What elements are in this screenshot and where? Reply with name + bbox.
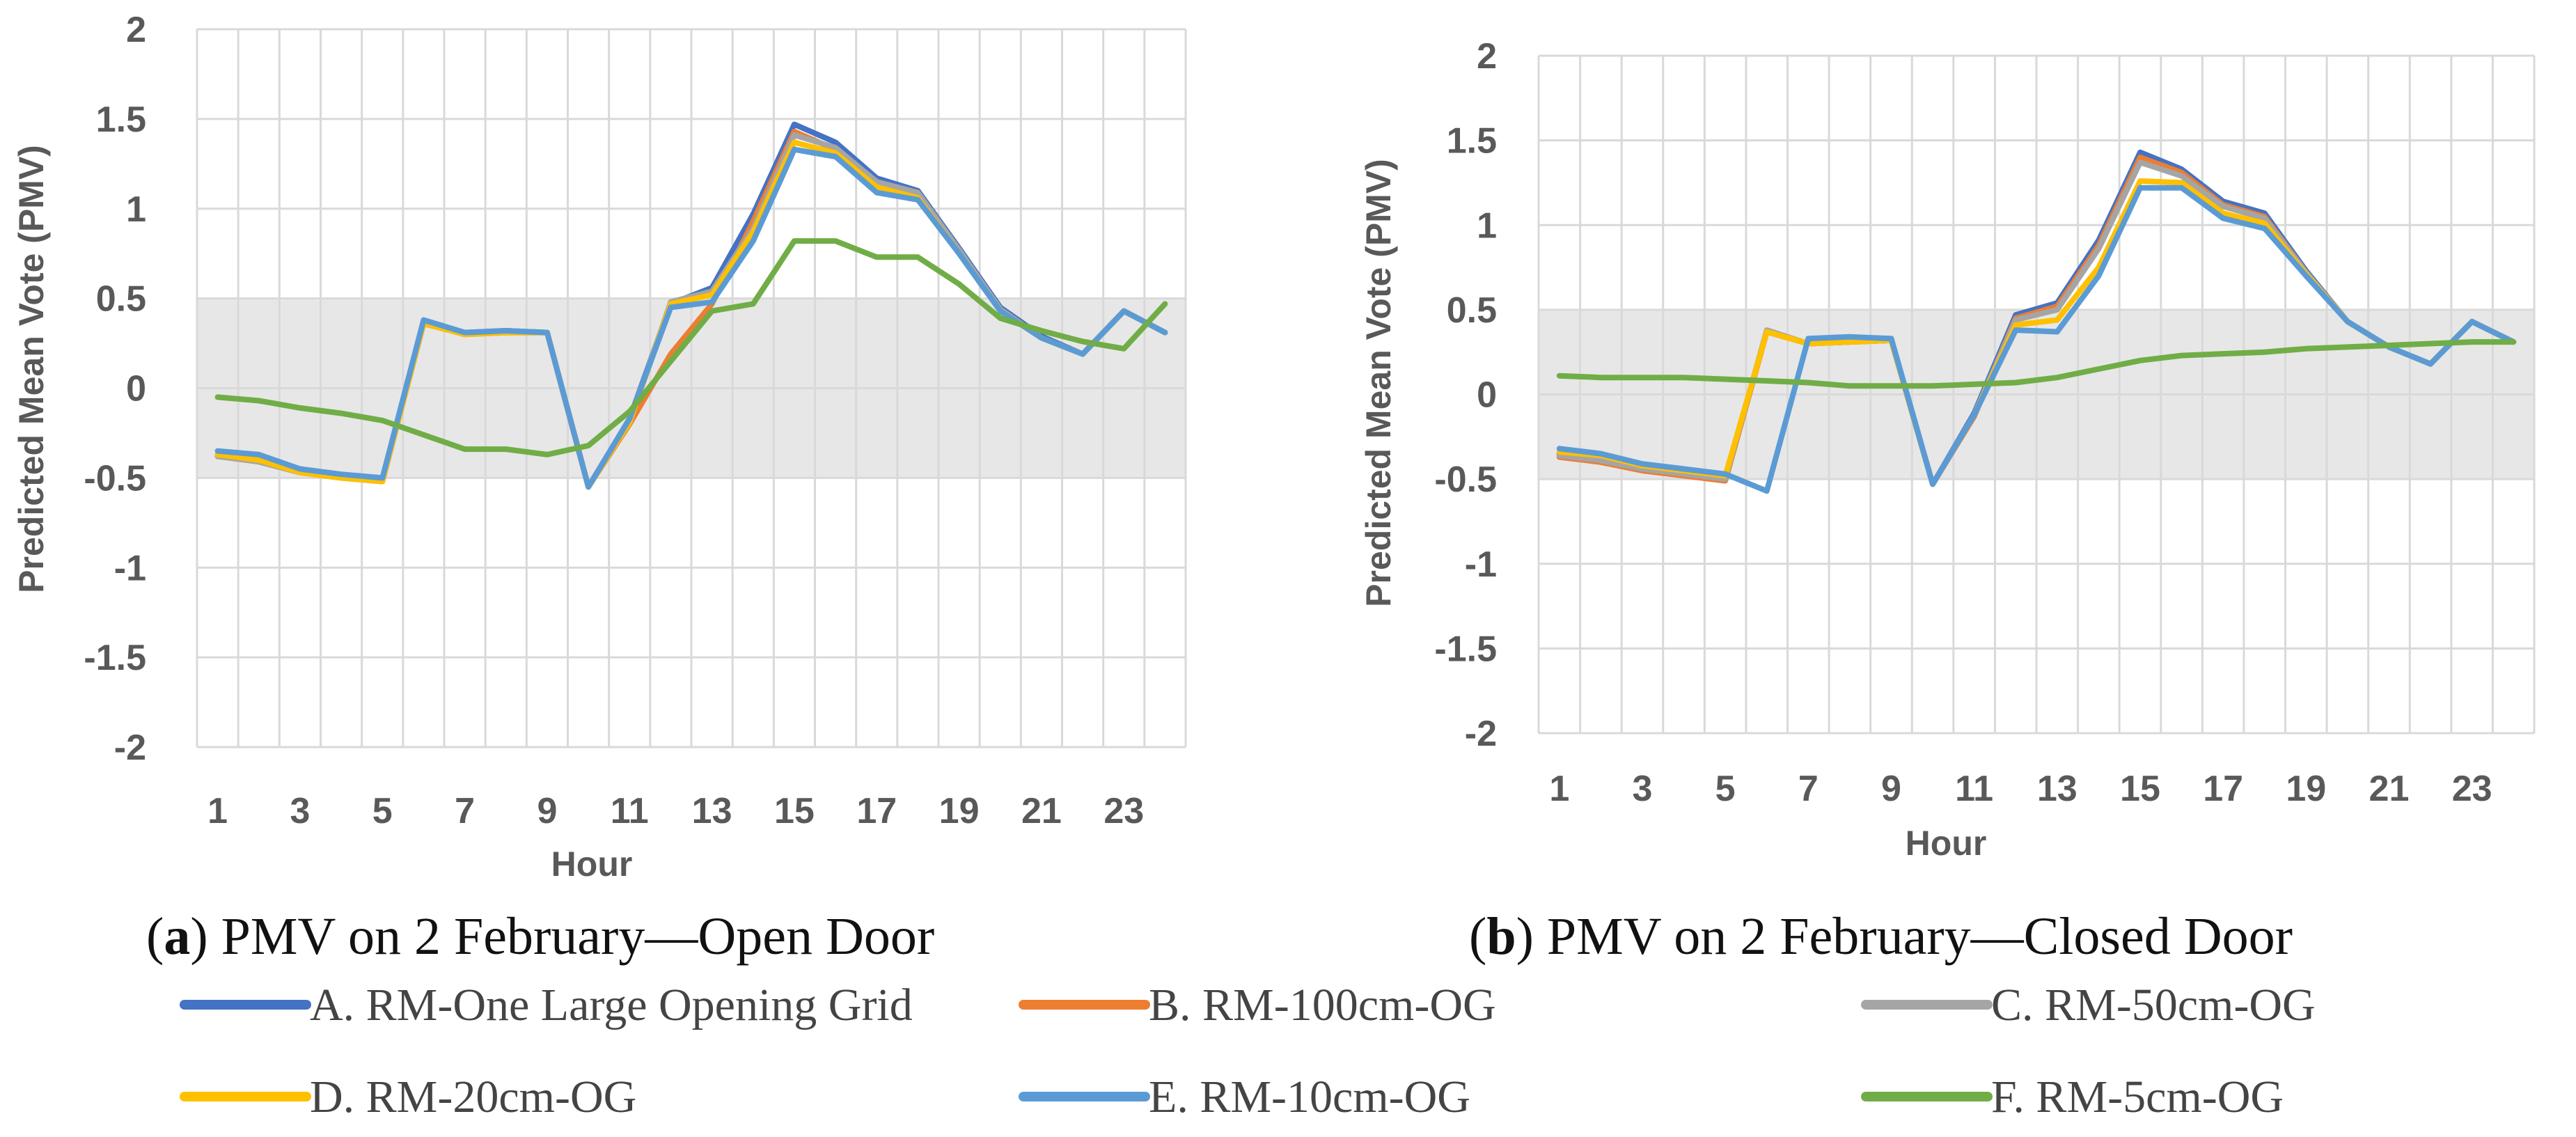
x-tick-label: 15: [2120, 769, 2160, 809]
series-line-f: [214, 238, 1168, 457]
y-tick-label: 0: [1477, 375, 1497, 416]
caption-letter: b: [1486, 907, 1516, 966]
x-tick-label: 9: [537, 791, 557, 831]
x-tick-label: 19: [2286, 769, 2326, 809]
legend-label: C. RM-50cm-OG: [1991, 980, 2316, 1030]
caption-a: (a) PMV on 2 February—Open Door: [146, 907, 934, 966]
x-tick-label: 1: [207, 791, 228, 831]
caption-letter: a: [164, 907, 190, 966]
y-tick-label: 0.5: [1447, 290, 1497, 331]
legend-label: D. RM-20cm-OG: [310, 1072, 636, 1122]
y-tick-label: 0.5: [96, 279, 146, 320]
y-tick-label: -0.5: [84, 458, 146, 499]
series-line-f: [1556, 339, 2517, 389]
series-line-e: [1556, 185, 2517, 494]
caption-text: PMV on 2 February—Open Door: [221, 907, 935, 966]
caption-text: PMV on 2 February—Closed Door: [1547, 907, 2293, 966]
x-tick-label: 5: [1715, 769, 1736, 809]
y-tick-label: 1.5: [96, 100, 146, 140]
x-tick-label: 23: [2452, 769, 2492, 809]
x-axis-title: Hour: [1906, 824, 1987, 863]
legend-label: F. RM-5cm-OG: [1991, 1072, 2284, 1122]
legend: A. RM-One Large Opening Grid B. RM-100cm-…: [180, 980, 2316, 1122]
chart-panel-b: -2-1.5-1-0.500.511.52 1 3 5 7 9 11 13 15 17 19 21 2…: [1359, 36, 2536, 966]
x-tick-label: 7: [1798, 769, 1819, 809]
chart-panel-a: -2-1.5-1-0.500.511.52 1 3 5 7 9 11 13 15 17 19 21 2…: [12, 10, 1187, 966]
x-axis-title: Hour: [551, 845, 633, 884]
y-tick-label: -2: [114, 728, 146, 768]
x-tick-label: 23: [1104, 791, 1144, 831]
x-tick-label: 21: [2369, 769, 2410, 809]
x-tick-label: 13: [2037, 769, 2078, 809]
x-tick-label: 3: [290, 791, 310, 831]
caption-b: (b) PMV on 2 February—Closed Door: [1469, 907, 2293, 966]
x-tick-label: 5: [372, 791, 393, 831]
y-tick-label: -2: [1465, 714, 1497, 754]
x-tick-label: 15: [774, 791, 815, 831]
y-tick-label: -1.5: [84, 638, 146, 678]
y-tick-label: -1: [1465, 544, 1497, 585]
y-tick-label: -1.5: [1434, 629, 1497, 669]
legend-label: E. RM-10cm-OG: [1149, 1072, 1470, 1122]
x-tick-label: 11: [1955, 769, 1993, 809]
series-line-e: [214, 146, 1168, 490]
y-tick-label: 2: [126, 10, 146, 50]
y-axis-title: Predicted Mean Vote (PMV): [12, 145, 51, 593]
x-tick-label: 11: [611, 791, 649, 831]
y-tick-label: 0: [126, 369, 146, 409]
y-axis-title: Predicted Mean Vote (PMV): [1359, 159, 1398, 607]
y-tick-label: 1.5: [1447, 121, 1497, 162]
x-tick-label: 1: [1549, 769, 1569, 809]
y-tick-label: 1: [1477, 205, 1497, 246]
x-tick-label: 19: [939, 791, 980, 831]
y-tick-label: -0.5: [1434, 460, 1497, 500]
y-tick-label: -1: [114, 548, 146, 588]
legend-label: B. RM-100cm-OG: [1149, 980, 1496, 1030]
y-tick-label: 1: [126, 189, 146, 230]
x-tick-label: 9: [1881, 769, 1901, 809]
x-tick-label: 13: [692, 791, 732, 831]
x-tick-label: 17: [2203, 769, 2243, 809]
y-tick-label: 2: [1477, 36, 1497, 77]
x-tick-label: 21: [1021, 791, 1062, 831]
x-tick-label: 3: [1632, 769, 1652, 809]
legend-label: A. RM-One Large Opening Grid: [310, 980, 913, 1030]
x-tick-label: 17: [856, 791, 897, 831]
x-tick-label: 7: [455, 791, 475, 831]
